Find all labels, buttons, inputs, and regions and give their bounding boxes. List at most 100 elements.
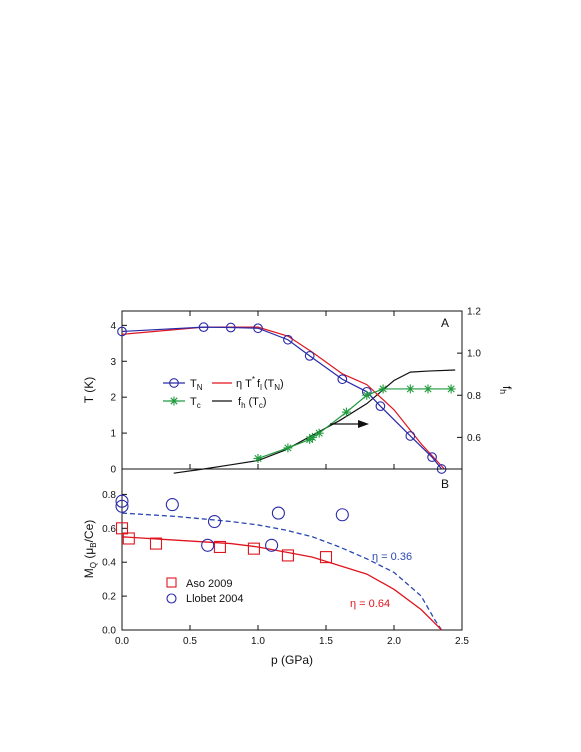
panel-b-y-axis-title-main: M xyxy=(82,568,96,578)
panel-a-y2-ticks: 0.6 0.8 1.0 1.2 xyxy=(457,307,481,444)
y-tick-label: 0.2 xyxy=(102,592,116,603)
panel-b-y-axis-title-end: /Ce) xyxy=(82,520,96,543)
tc-data-point xyxy=(362,390,372,400)
y-tick-label: 0.0 xyxy=(102,626,116,637)
aso-data-point xyxy=(319,551,333,564)
fit-line-eta-064 xyxy=(121,536,443,631)
tc-data-point xyxy=(253,453,263,463)
legend-circle-marker-icon xyxy=(169,378,179,388)
x-tick-label: 1.5 xyxy=(319,636,333,647)
panel-b-y-axis-title-tail-sub: B xyxy=(89,542,98,547)
y-tick-label: 1 xyxy=(110,429,116,440)
tc-data-point xyxy=(378,384,388,394)
y2-tick-label: 1.0 xyxy=(467,349,481,360)
series-line-eta-tf xyxy=(121,326,445,470)
tn-data-point xyxy=(198,322,209,333)
tc-data-point xyxy=(446,384,456,394)
y2-tick-label: 1.2 xyxy=(467,307,481,318)
tn-data-point xyxy=(304,351,315,361)
x-tick-label: 2.0 xyxy=(387,636,401,647)
llobet-data-point xyxy=(201,538,215,552)
aso-data-point xyxy=(281,549,294,562)
fit-label-eta-036: η = 0.36 xyxy=(372,551,412,563)
y-tick-label: 0.8 xyxy=(102,490,116,501)
asterisk-stroke xyxy=(342,408,350,416)
x-tick-label: 2.5 xyxy=(455,636,469,647)
x-tick-label: 0.5 xyxy=(183,636,197,647)
legend-label-tc-main: T xyxy=(190,396,197,408)
legend-label-eta-tf-tail-sub: N xyxy=(274,383,280,392)
panel-a-y2-axis-title-main: f xyxy=(500,386,514,390)
aso-data-point xyxy=(247,542,260,555)
y-tick-label: 0 xyxy=(110,465,116,476)
panel-a-y-axis-title: T (K) xyxy=(82,377,96,403)
fit-line-eta-036 xyxy=(121,512,443,631)
llobet-data-point xyxy=(271,506,285,520)
legend-asterisk-marker-icon xyxy=(169,396,179,406)
legend-label-fh-tail-sub: c xyxy=(259,401,263,410)
legend-label-eta-tf-mid: f xyxy=(257,378,261,390)
llobet-data-point xyxy=(207,514,222,529)
arrow-head-icon xyxy=(358,420,369,428)
legend-label-tc: Tc xyxy=(190,396,201,410)
panel-b-x-axis-title: p (GPa) xyxy=(271,653,313,667)
panel-b-y-axis-title: MQ (μB/Ce) xyxy=(82,520,98,579)
asterisk-stroke xyxy=(379,385,387,393)
panel-b-frame xyxy=(121,468,463,631)
legend-label-eta-tf-sup: * xyxy=(252,375,255,384)
y-tick-label: 4 xyxy=(110,321,116,332)
panel-b-x-ticks: 0.0 0.5 1.0 1.5 2.0 2.5 xyxy=(115,625,469,647)
panel-a-series xyxy=(117,322,456,474)
legend-item-eta-tf: η T* fl (TN) xyxy=(212,375,284,392)
panel-b-series xyxy=(115,494,443,631)
legend-label-llobet: Llobet 2004 xyxy=(186,593,244,605)
tc-data-point xyxy=(423,384,433,394)
panel-b-legend: Aso 2009 Llobet 2004 xyxy=(166,577,244,605)
aso-data-point xyxy=(122,532,135,545)
asterisk-stroke xyxy=(315,429,323,437)
asterisk-stroke xyxy=(406,385,414,393)
legend-label-fh-sub: h xyxy=(241,401,245,410)
asterisk-stroke xyxy=(363,391,371,399)
asterisk-stroke xyxy=(308,433,316,441)
aso-data-point xyxy=(149,537,163,550)
right-axis-arrow xyxy=(330,420,369,428)
legend-item-fh: fh (Tc) xyxy=(212,396,267,410)
panel-b-y-axis-title-tail: (μ xyxy=(82,548,96,562)
tn-data-point xyxy=(375,401,386,412)
legend-label-fh-end: ) xyxy=(263,396,267,408)
legend-item-tc: Tc xyxy=(163,396,201,410)
legend-label-tn-sub: N xyxy=(197,383,203,392)
tn-data-point xyxy=(117,326,127,337)
llobet-data-point xyxy=(165,498,179,512)
tn-data-point xyxy=(405,431,416,441)
panel-a-y2-axis-title-sub: h xyxy=(498,389,508,394)
legend-label-eta-tf-main: η T xyxy=(236,378,252,390)
legend-label-eta-tf-sub: l xyxy=(260,383,262,392)
legend-label-fh-tail: (T xyxy=(249,396,260,408)
legend-label-eta-tf: η T* fl (TN) xyxy=(236,375,284,392)
llobet-data-point xyxy=(265,538,279,552)
asterisk-stroke xyxy=(284,444,292,452)
panel-b-label: B xyxy=(441,477,449,491)
y-tick-label: 0.6 xyxy=(102,524,116,535)
legend-item-tn: TN xyxy=(163,378,203,392)
series-line-fh xyxy=(173,369,456,474)
tc-data-point xyxy=(341,407,351,417)
x-tick-label: 0.0 xyxy=(115,636,129,647)
series-line-tn xyxy=(121,326,443,470)
legend-circle-marker-icon xyxy=(166,593,177,604)
asterisk-stroke xyxy=(254,454,262,463)
tn-data-point xyxy=(427,452,437,463)
legend-label-fh-main: f xyxy=(238,396,242,408)
panel-b: B 0.0 0.2 0.4 0.6 0.8 0.0 0.5 1.0 1.5 2.0 2.5 MQ … xyxy=(82,468,469,667)
asterisk-stroke xyxy=(424,385,432,393)
llobet-data-point xyxy=(115,499,129,513)
tc-data-point xyxy=(314,428,324,438)
legend-label-aso: Aso 2009 xyxy=(186,578,232,590)
panel-a-y2-axis-title: fh xyxy=(498,386,514,394)
legend-label-fh: fh (Tc) xyxy=(238,396,267,410)
fit-label-eta-064: η = 0.64 xyxy=(350,598,390,610)
